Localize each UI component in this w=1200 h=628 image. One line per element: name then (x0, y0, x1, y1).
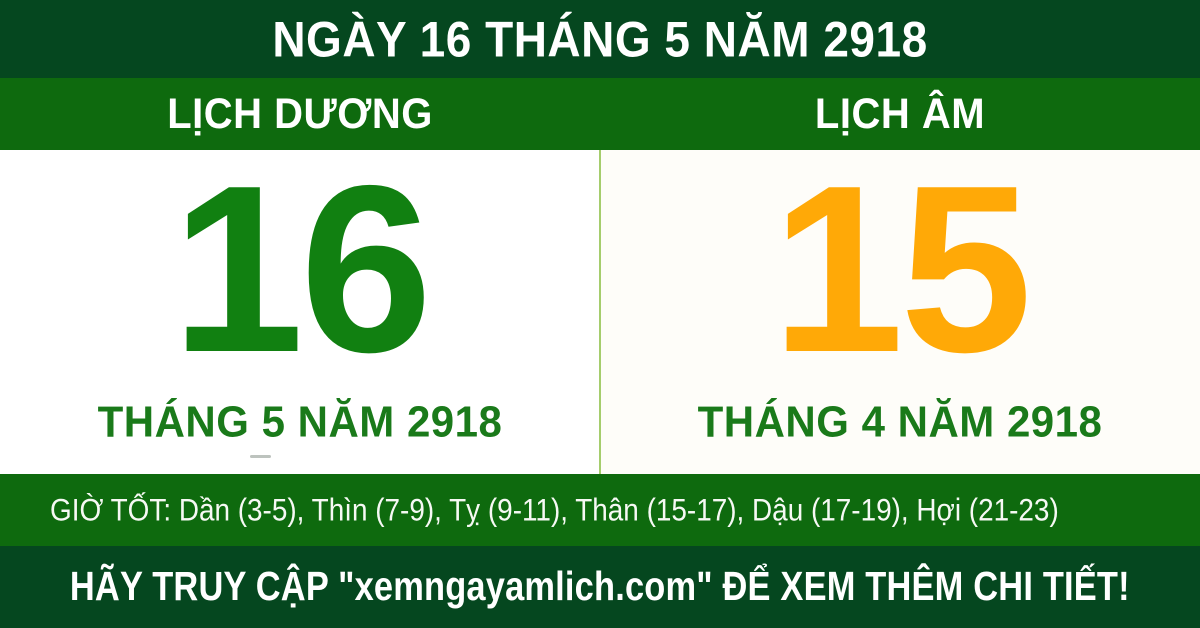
solar-calendar-header: LỊCH DƯƠNG (0, 78, 600, 150)
solar-month-year: THÁNG 5 NĂM 2918 (97, 397, 503, 446)
date-header: NGÀY 16 THÁNG 5 NĂM 2918 (0, 0, 1200, 78)
good-hours-bar: GIỜ TỐT: Dần (3-5), Thìn (7-9), Tỵ (9-11… (0, 474, 1200, 546)
lunar-month-year: THÁNG 4 NĂM 2918 (697, 397, 1103, 446)
lunar-calendar-label: LỊCH ÂM (814, 90, 986, 137)
footer-text: HÃY TRUY CẬP "xemngayamlich.com" ĐỂ XEM … (70, 563, 1130, 609)
solar-day-number: 16 (171, 137, 433, 402)
dash-artifact (250, 455, 271, 458)
panel-divider (599, 150, 601, 474)
footer-bar: HÃY TRUY CẬP "xemngayamlich.com" ĐỂ XEM … (0, 546, 1200, 628)
lunar-day-number: 15 (771, 137, 1033, 402)
solar-calendar-label: LỊCH DƯƠNG (167, 90, 433, 137)
solar-panel: 16 THÁNG 5 NĂM 2918 (0, 150, 600, 474)
lunar-calendar-header: LỊCH ÂM (600, 78, 1200, 150)
calendar-type-bar: LỊCH DƯƠNG LỊCH ÂM (0, 78, 1200, 150)
good-hours-text: GIỜ TỐT: Dần (3-5), Thìn (7-9), Tỵ (9-11… (50, 491, 1059, 528)
date-header-title: NGÀY 16 THÁNG 5 NĂM 2918 (272, 10, 928, 68)
day-panels: 16 THÁNG 5 NĂM 2918 15 THÁNG 4 NĂM 2918 (0, 150, 1200, 474)
lunar-panel: 15 THÁNG 4 NĂM 2918 (600, 150, 1200, 474)
